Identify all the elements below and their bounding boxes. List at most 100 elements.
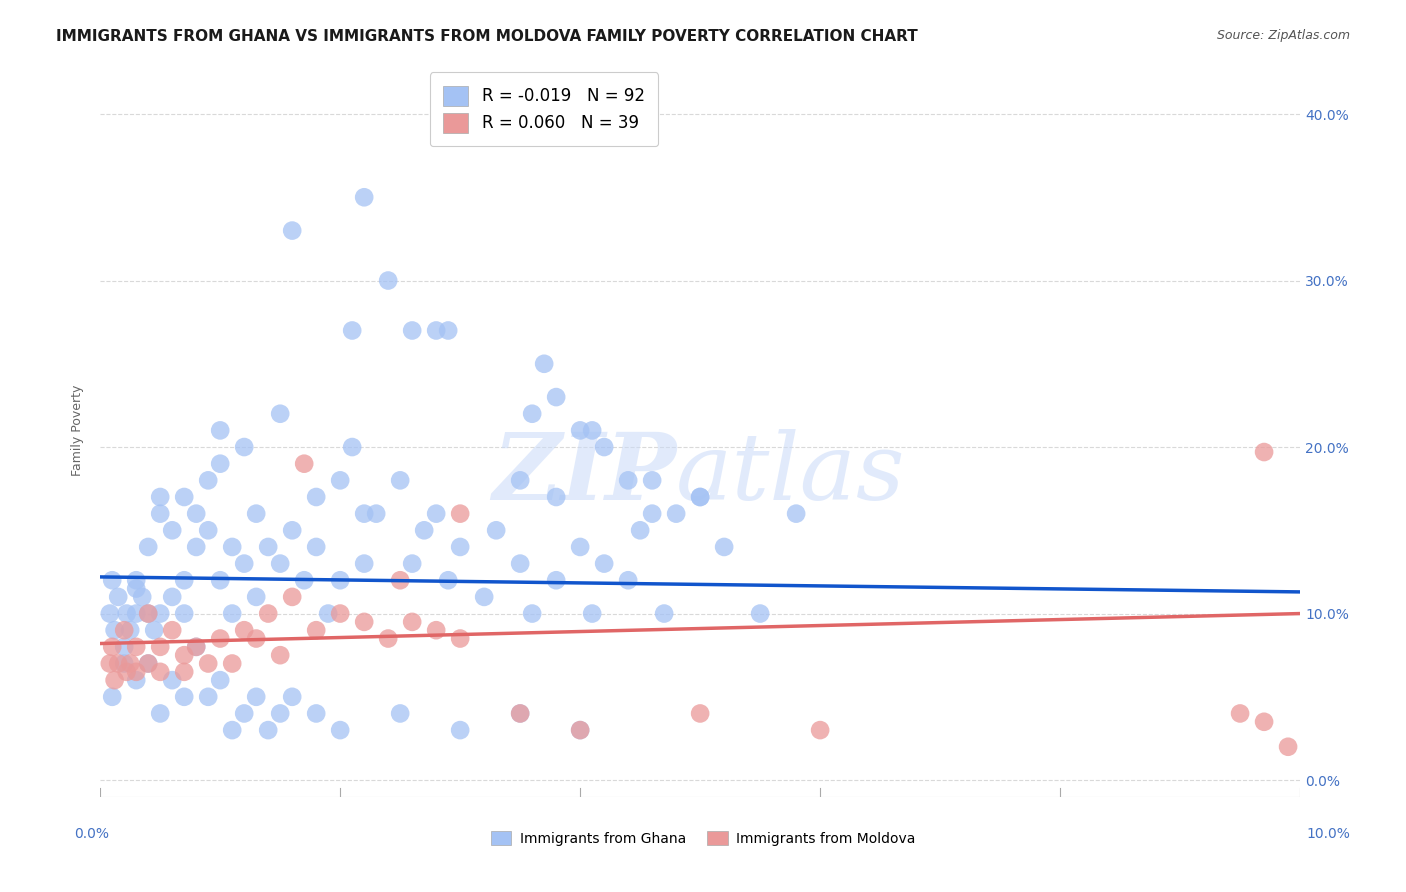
Point [449, 723, 471, 738]
Point [173, 690, 195, 704]
Point [437, 323, 460, 337]
Point [569, 540, 592, 554]
Point [281, 690, 304, 704]
Point [713, 540, 735, 554]
Point [136, 540, 159, 554]
Point [329, 474, 352, 488]
Point [245, 632, 267, 646]
Point [269, 557, 291, 571]
Point [593, 557, 616, 571]
Point [785, 507, 807, 521]
Text: 0.0%: 0.0% [75, 827, 108, 841]
Point [197, 690, 219, 704]
Point [143, 624, 166, 638]
Point [689, 706, 711, 721]
Point [413, 524, 436, 538]
Point [329, 607, 352, 621]
Point [173, 607, 195, 621]
Point [209, 632, 232, 646]
Point [509, 706, 531, 721]
Point [233, 624, 256, 638]
Point [107, 590, 129, 604]
Point [665, 507, 688, 521]
Point [366, 507, 388, 521]
Point [389, 574, 412, 588]
Point [197, 474, 219, 488]
Point [353, 615, 375, 629]
Point [112, 624, 135, 638]
Point [101, 640, 124, 654]
Point [186, 640, 208, 654]
Point [160, 624, 183, 638]
Point [569, 723, 592, 738]
Point [305, 706, 328, 721]
Point [509, 557, 531, 571]
Point [233, 706, 256, 721]
Point [173, 648, 195, 663]
Point [112, 657, 135, 671]
Point [449, 507, 471, 521]
Point [149, 607, 172, 621]
Legend: Immigrants from Ghana, Immigrants from Moldova: Immigrants from Ghana, Immigrants from M… [485, 825, 921, 851]
Point [136, 657, 159, 671]
Point [305, 490, 328, 504]
Point [353, 507, 375, 521]
Point [101, 574, 124, 588]
Point [329, 574, 352, 588]
Point [353, 190, 375, 204]
Text: 10.0%: 10.0% [1306, 827, 1351, 841]
Point [546, 390, 568, 404]
Point [186, 540, 208, 554]
Point [131, 590, 153, 604]
Point [569, 723, 592, 738]
Point [652, 607, 675, 621]
Legend: R = -0.019   N = 92, R = 0.060   N = 39: R = -0.019 N = 92, R = 0.060 N = 39 [430, 72, 658, 146]
Point [520, 607, 543, 621]
Point [101, 690, 124, 704]
Point [1277, 739, 1299, 754]
Point [281, 524, 304, 538]
Point [1253, 445, 1275, 459]
Point [546, 490, 568, 504]
Point [115, 607, 138, 621]
Point [472, 590, 495, 604]
Point [641, 474, 664, 488]
Point [389, 706, 412, 721]
Point [340, 440, 363, 454]
Point [173, 665, 195, 679]
Point [617, 474, 640, 488]
Point [257, 540, 280, 554]
Text: Source: ZipAtlas.com: Source: ZipAtlas.com [1216, 29, 1350, 42]
Point [401, 615, 423, 629]
Point [149, 490, 172, 504]
Point [125, 640, 148, 654]
Point [377, 632, 399, 646]
Point [305, 540, 328, 554]
Point [316, 607, 339, 621]
Y-axis label: Family Poverty: Family Poverty [72, 384, 84, 476]
Point [581, 607, 603, 621]
Point [221, 657, 243, 671]
Point [197, 524, 219, 538]
Point [617, 574, 640, 588]
Point [136, 607, 159, 621]
Point [125, 673, 148, 688]
Point [749, 607, 772, 621]
Point [533, 357, 555, 371]
Point [689, 490, 711, 504]
Point [641, 507, 664, 521]
Point [149, 507, 172, 521]
Point [104, 673, 127, 688]
Point [1229, 706, 1251, 721]
Point [425, 507, 447, 521]
Point [186, 507, 208, 521]
Point [401, 323, 423, 337]
Point [269, 648, 291, 663]
Point [546, 574, 568, 588]
Point [340, 323, 363, 337]
Point [221, 723, 243, 738]
Point [125, 665, 148, 679]
Point [221, 540, 243, 554]
Point [425, 624, 447, 638]
Point [104, 624, 127, 638]
